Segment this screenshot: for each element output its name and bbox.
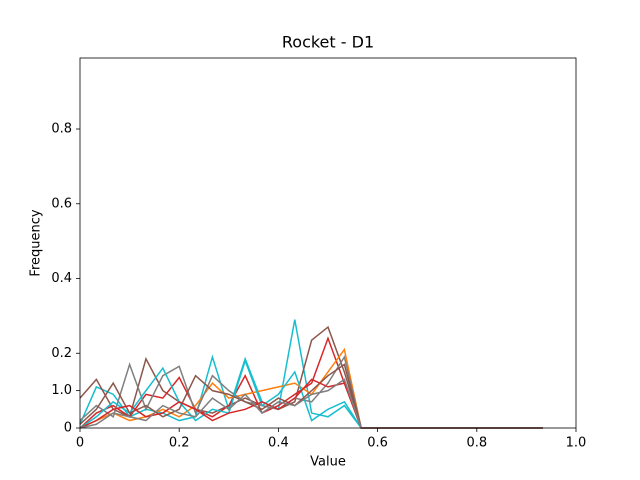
- x-tick-label: 1.0: [566, 436, 587, 451]
- y-tick-label: 0: [64, 421, 72, 436]
- y-tick-label: 0.8: [51, 122, 72, 137]
- y-tick-label: 0.4: [51, 271, 72, 286]
- x-tick-label: 0.8: [466, 436, 487, 451]
- x-tick-label: 0.6: [367, 436, 388, 451]
- x-axis-label: Value: [310, 455, 346, 470]
- x-tick-label: 0: [76, 436, 84, 451]
- y-tick-label: 0.2: [51, 346, 72, 361]
- plot-frame: [79, 57, 577, 429]
- chart-title: Rocket - D1: [282, 33, 374, 52]
- y-tick-label: 1.0: [51, 383, 72, 398]
- y-tick-label: 0.6: [51, 196, 72, 211]
- y-axis-label: Frequency: [29, 209, 44, 276]
- x-tick-label: 0.2: [169, 436, 190, 451]
- series-line: [79, 319, 543, 429]
- x-tick-label: 0.4: [268, 436, 289, 451]
